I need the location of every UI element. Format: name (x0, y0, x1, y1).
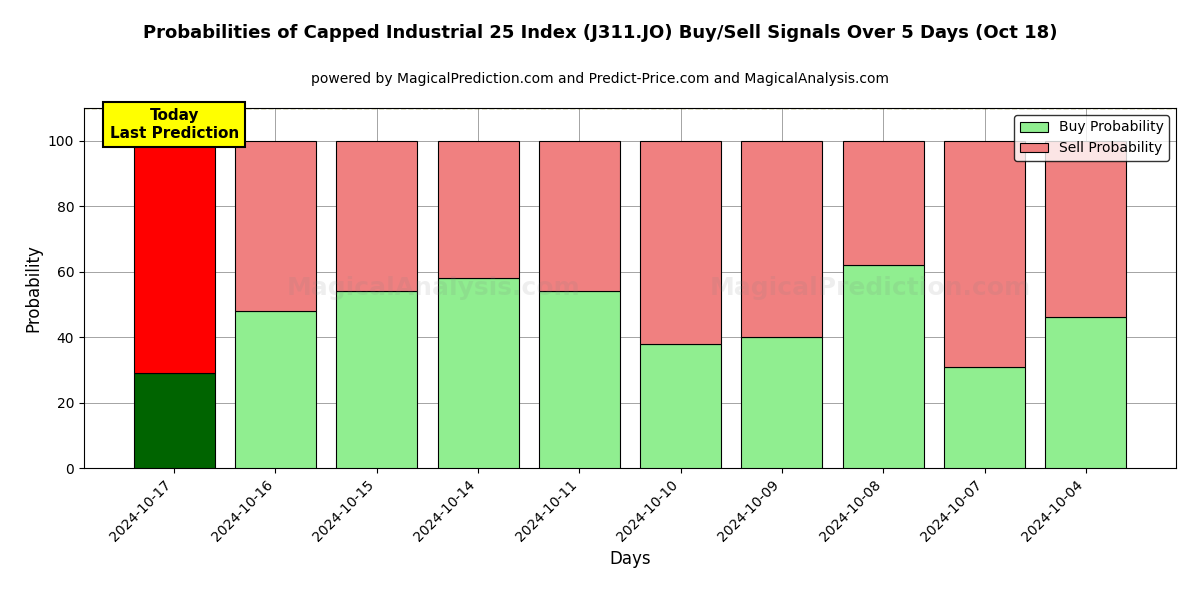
Bar (640, 344, 721, 468)
Bar (336, 291, 418, 468)
Bar (133, 141, 215, 373)
Bar (235, 141, 316, 311)
Bar (944, 141, 1025, 367)
Bar (438, 141, 518, 278)
Bar (336, 141, 418, 291)
Bar (742, 337, 822, 468)
Bar (1045, 141, 1127, 317)
Text: Today
Last Prediction: Today Last Prediction (109, 108, 239, 140)
X-axis label: Days: Days (610, 550, 650, 568)
Bar (133, 373, 215, 468)
Text: MagicalAnalysis.com: MagicalAnalysis.com (287, 276, 581, 300)
Text: MagicalPrediction.com: MagicalPrediction.com (709, 276, 1031, 300)
Bar (1045, 317, 1127, 468)
Text: powered by MagicalPrediction.com and Predict-Price.com and MagicalAnalysis.com: powered by MagicalPrediction.com and Pre… (311, 72, 889, 86)
Bar (742, 141, 822, 337)
Y-axis label: Probability: Probability (24, 244, 42, 332)
Bar (842, 265, 924, 468)
Bar (640, 141, 721, 344)
Legend: Buy Probability, Sell Probability: Buy Probability, Sell Probability (1014, 115, 1169, 161)
Bar (438, 278, 518, 468)
Bar (944, 367, 1025, 468)
Bar (539, 141, 620, 291)
Bar (539, 291, 620, 468)
Bar (842, 141, 924, 265)
Bar (235, 311, 316, 468)
Text: Probabilities of Capped Industrial 25 Index (J311.JO) Buy/Sell Signals Over 5 Da: Probabilities of Capped Industrial 25 In… (143, 24, 1057, 42)
